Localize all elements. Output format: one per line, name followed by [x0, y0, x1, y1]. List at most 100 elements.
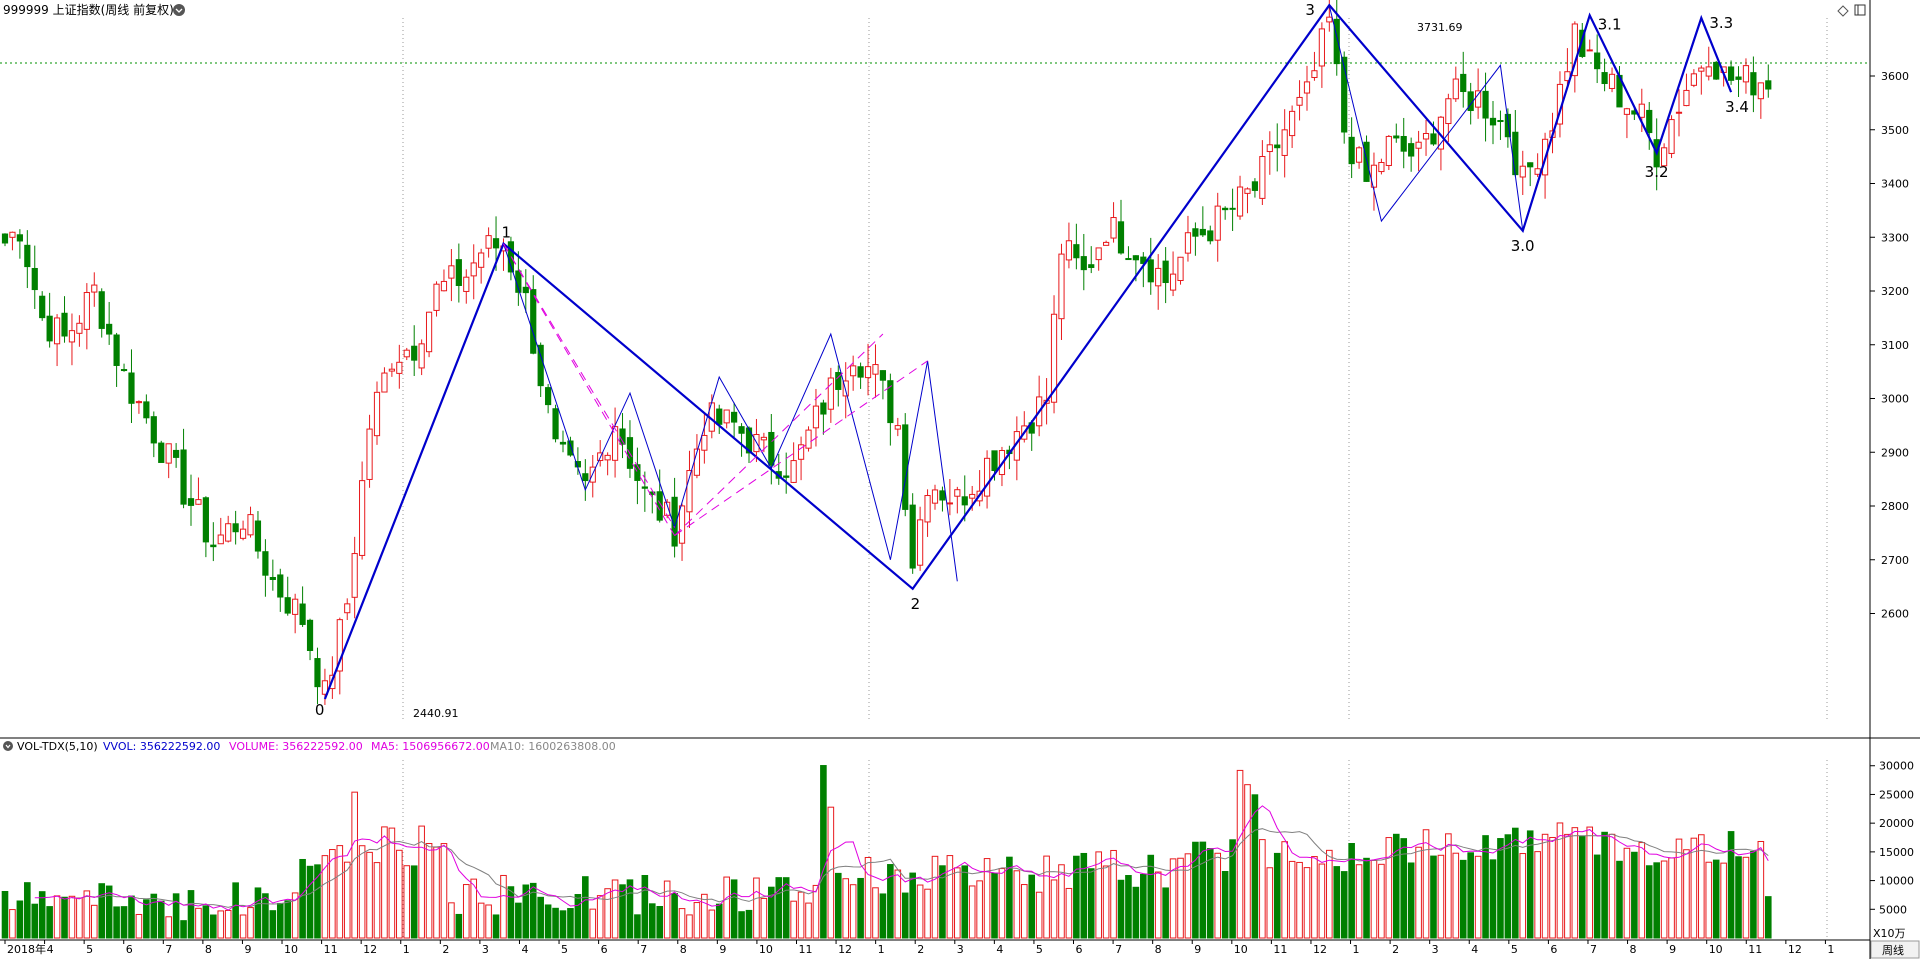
volume-bar — [1303, 867, 1311, 939]
volume-bar — [678, 908, 686, 939]
candle — [768, 431, 775, 466]
candle — [187, 498, 195, 506]
volume-bar — [1184, 853, 1192, 939]
volume-bar — [329, 849, 336, 939]
candle — [1192, 228, 1199, 237]
volume-bar — [433, 846, 440, 939]
candle — [53, 317, 61, 345]
volume-bar — [589, 908, 597, 939]
volume-bar — [1519, 853, 1527, 939]
volume-bar — [1631, 851, 1638, 939]
volume-bar — [1474, 855, 1482, 939]
volume-bar — [1526, 830, 1534, 939]
volume-bar — [1407, 862, 1415, 939]
candle — [790, 460, 797, 483]
time-label: 12 — [363, 943, 377, 956]
candle — [433, 283, 440, 311]
time-label: 5 — [561, 943, 568, 956]
candle — [106, 323, 113, 335]
candle — [1296, 96, 1303, 106]
volume-bar — [522, 884, 530, 939]
candle — [1229, 207, 1236, 210]
volume-bar — [1452, 852, 1460, 939]
volume-bar — [1102, 865, 1110, 939]
volume-bar — [165, 916, 172, 939]
volume-bar — [135, 913, 143, 939]
candle — [1355, 147, 1363, 163]
volume-bar — [1586, 826, 1594, 939]
volume-bar — [1445, 833, 1452, 939]
volume-bar — [217, 910, 225, 939]
candle — [805, 429, 812, 449]
candle — [411, 345, 418, 361]
price-panel[interactable] — [0, 0, 1870, 738]
volume-bar — [24, 882, 31, 939]
candle — [128, 372, 135, 404]
time-label: 2 — [442, 943, 449, 956]
title-dropdown[interactable] — [173, 4, 185, 16]
volume-bar — [1675, 838, 1683, 939]
candle — [470, 262, 477, 277]
candle — [68, 330, 76, 343]
channel-line — [674, 360, 928, 536]
volume-bar — [1534, 851, 1541, 939]
volume-bar — [284, 900, 292, 939]
time-label: 12 — [838, 943, 852, 956]
chevron-down-icon[interactable] — [3, 741, 13, 751]
candle — [1623, 108, 1631, 115]
candle — [820, 402, 827, 415]
volume-bar — [760, 897, 768, 939]
volume-indicator-name: VOL-TDX(5,10) — [17, 740, 98, 753]
candle — [954, 489, 961, 497]
volume-bar — [976, 880, 983, 939]
candle — [1489, 117, 1497, 126]
period-button[interactable] — [1870, 940, 1920, 959]
candle — [1452, 78, 1459, 100]
ma10-value: MA10: 1600263808.00 — [490, 740, 616, 753]
diamond-icon[interactable] — [1837, 5, 1849, 17]
volume-bar — [1415, 846, 1422, 939]
candle — [46, 315, 53, 342]
candle — [983, 457, 991, 497]
candle — [1341, 56, 1348, 133]
channel-line — [674, 333, 884, 536]
ma5-line — [34, 805, 1769, 911]
candle — [1571, 23, 1578, 77]
candle — [1348, 136, 1355, 165]
candle — [1586, 49, 1593, 52]
candle — [492, 238, 500, 249]
time-label: 7 — [1590, 943, 1597, 956]
ma5-value: MA5: 1506956672.00 — [371, 740, 490, 753]
volume-bar — [738, 911, 745, 939]
candle — [202, 497, 209, 543]
candle — [567, 440, 574, 456]
candle — [1698, 67, 1705, 72]
volume-bar — [98, 883, 106, 939]
volume-bar — [946, 855, 954, 939]
volume-bar — [1080, 852, 1088, 939]
volume-bar — [448, 902, 455, 939]
candle — [210, 544, 217, 548]
candle — [1184, 232, 1192, 254]
chevron-down-icon[interactable] — [173, 4, 185, 16]
wave-label: 3.4 — [1725, 98, 1749, 116]
candle — [1117, 221, 1125, 254]
candle — [812, 405, 820, 429]
volume-bar — [1430, 855, 1437, 939]
volume-bar — [269, 910, 277, 939]
window-icon[interactable] — [1854, 4, 1866, 16]
volume-bar — [924, 888, 931, 939]
candle — [61, 312, 68, 337]
volume-bar — [1229, 839, 1236, 939]
volume-bar — [366, 851, 373, 939]
volume-bar — [172, 893, 180, 939]
time-label: 4 — [1471, 943, 1478, 956]
candle — [902, 424, 909, 510]
candle — [1326, 16, 1333, 23]
volume-bar — [1095, 851, 1102, 939]
candlesticks — [1, 0, 1772, 705]
volume-bar — [425, 842, 433, 939]
candle — [120, 369, 128, 372]
volume-bar — [9, 909, 16, 939]
